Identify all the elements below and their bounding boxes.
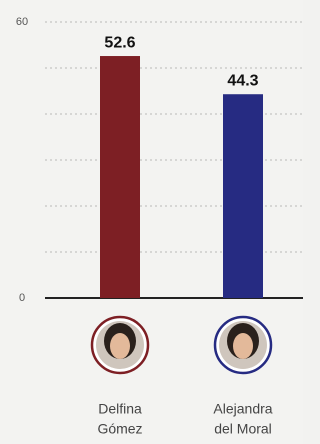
y-tick-label: 0 (19, 292, 25, 304)
avatar-face (233, 333, 253, 359)
value-label: 44.3 (227, 72, 258, 89)
bar (223, 94, 263, 298)
value-label: 52.6 (104, 34, 135, 51)
x-tick-label: Gómez (97, 421, 142, 437)
avatar-face (110, 333, 130, 359)
x-tick-label: Alejandra (213, 401, 272, 417)
bar (100, 56, 140, 298)
x-tick-label: del Moral (214, 421, 272, 437)
x-tick-label: Delfina (98, 401, 142, 417)
chart: 0 60 52.6 Delfina Gómez 44.3 Alejandra del Mora… (0, 0, 303, 444)
y-tick-label: 60 (16, 16, 28, 28)
